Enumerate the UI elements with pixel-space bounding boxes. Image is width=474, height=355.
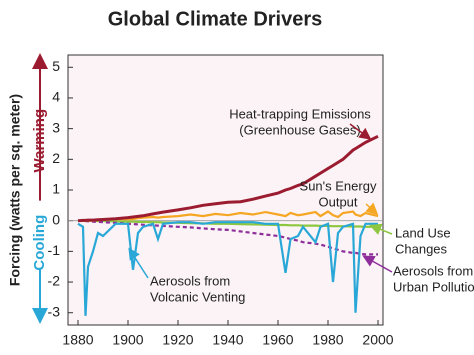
annotation-arrow	[349, 123, 372, 140]
annotation: (Greenhouse Gases)	[239, 122, 360, 137]
annotation: Sun's Energy	[300, 178, 377, 193]
annotation: Land Use	[395, 225, 451, 240]
x-tick-label: 1980	[312, 332, 343, 348]
series-line	[77, 221, 378, 316]
series-line	[77, 134, 379, 223]
annotation: Heat-trapping Emissions	[229, 106, 371, 121]
y-tick-label: -2	[48, 273, 61, 289]
annotation-arrow	[369, 223, 393, 235]
y-tick-label: 4	[52, 89, 60, 105]
y-tick-label: 0	[52, 211, 60, 227]
plot-area	[67, 54, 384, 326]
x-tick-label: 2000	[362, 332, 393, 348]
cooling-label: Cooling	[31, 215, 48, 271]
chart-title: Global Climate Drivers	[108, 8, 323, 30]
annotation: Volcanic Venting	[150, 289, 245, 304]
series-line	[78, 219, 378, 228]
annotation: Urban Pollution	[393, 279, 474, 294]
x-tick-label: 1880	[62, 332, 93, 348]
annotation: Aerosols from	[150, 273, 230, 288]
warming-label: Warming	[31, 109, 48, 173]
y-tick-label: 2	[52, 150, 60, 166]
annotation-arrow	[362, 255, 393, 273]
y-tick-label: 5	[52, 58, 60, 74]
annotation-arrow	[128, 247, 149, 279]
x-tick-label: 1960	[262, 332, 293, 348]
y-tick-label: -3	[48, 303, 61, 319]
annotation-arrow	[365, 202, 379, 216]
y-tick-label: -1	[48, 242, 61, 258]
x-tick-label: 1940	[212, 332, 243, 348]
x-tick-label: 1900	[112, 332, 143, 348]
y-axis-label: Forcing (watts per sq. meter)	[7, 94, 23, 286]
annotation: Output	[318, 194, 357, 209]
y-tick-label: 3	[52, 119, 60, 135]
annotation: Changes	[395, 241, 448, 256]
y-tick-label: 1	[52, 181, 60, 197]
annotation: Aerosols from	[393, 263, 473, 278]
x-tick-label: 1920	[162, 332, 193, 348]
